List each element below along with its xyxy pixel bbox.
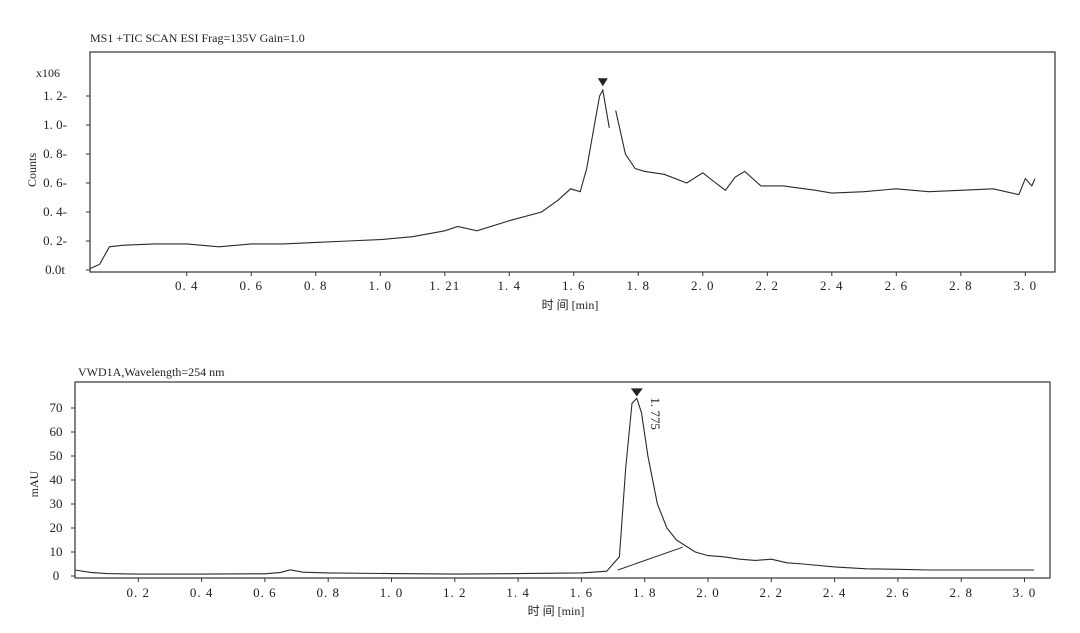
peak-marker-icon <box>597 78 608 87</box>
y-tick-label: 20 <box>50 520 63 535</box>
x-tick-label: 3. 0 <box>1013 585 1037 600</box>
x-tick-label: 2. 0 <box>691 278 715 293</box>
x-tick-label: 2. 4 <box>823 585 847 600</box>
y-tick-label: 0. 8- <box>43 146 67 161</box>
x-tick-label: 1. 6 <box>562 278 586 293</box>
x-tick-label: 2. 4 <box>820 278 844 293</box>
plot-frame <box>74 381 1051 579</box>
y-tick-label: 60 <box>50 424 63 439</box>
x-tick-label: 0. 2 <box>127 585 151 600</box>
integration-baseline <box>617 546 683 571</box>
y-tick-label: 0. 2- <box>43 233 67 248</box>
x-tick-label: 1. 21 <box>429 278 460 293</box>
x-tick-label: 1. 8 <box>627 278 651 293</box>
x-tick-label: 2. 6 <box>886 585 910 600</box>
y-tick-label: 50 <box>50 448 63 463</box>
x-tick-label: 2. 8 <box>949 585 973 600</box>
y-tick-label: 0. 6- <box>43 175 67 190</box>
x-tick-label: 1. 2 <box>443 585 467 600</box>
x-tick-label: 1. 0 <box>369 278 393 293</box>
chart-title: VWD1A,Wavelength=254 nm <box>78 365 225 379</box>
y-axis-label: mAU <box>27 470 41 497</box>
y-tick-label: 1. 2- <box>43 88 67 103</box>
plot-frame <box>89 51 1056 273</box>
chart-panel-1: MS1 +TIC SCAN ESI Frag=135V Gain=1.0 x106… <box>25 31 1056 312</box>
x-tick-label: 1. 4 <box>498 278 522 293</box>
signal-trace <box>615 110 1036 196</box>
y-tick-label: 0 <box>53 568 60 583</box>
x-axis-label: 时 间 [min] <box>528 604 585 618</box>
signal-trace <box>74 397 1034 575</box>
peak-retention-label: 1. 775 <box>648 397 663 430</box>
y-axis-label: Counts <box>25 153 39 187</box>
x-tick-label: 0. 6 <box>240 278 264 293</box>
peak-marker-icon <box>630 388 643 397</box>
y-tick-label: 40 <box>50 472 63 487</box>
y-tick-label: 10 <box>50 544 63 559</box>
x-tick-label: 0. 6 <box>253 585 277 600</box>
x-tick-label: 2. 2 <box>756 278 780 293</box>
x-tick-label: 1. 0 <box>380 585 404 600</box>
x-tick-label: 2. 6 <box>885 278 909 293</box>
x-tick-label: 0. 4 <box>175 278 199 293</box>
y-tick-label: 30 <box>50 496 63 511</box>
y-multiplier-label: x106 <box>36 66 60 80</box>
x-tick-label: 0. 8 <box>304 278 328 293</box>
x-tick-label: 1. 8 <box>633 585 657 600</box>
x-tick-label: 1. 6 <box>570 585 594 600</box>
x-tick-label: 2. 2 <box>760 585 784 600</box>
x-tick-label: 2. 0 <box>696 585 720 600</box>
y-tick-label: 1. 0- <box>43 117 67 132</box>
x-tick-label: 1. 4 <box>506 585 530 600</box>
chart-title: MS1 +TIC SCAN ESI Frag=135V Gain=1.0 <box>90 31 305 45</box>
y-tick-label: 0. 4- <box>43 204 67 219</box>
signal-trace <box>89 88 610 270</box>
y-tick-label: 70 <box>50 400 63 415</box>
x-tick-label: 0. 4 <box>190 585 214 600</box>
x-tick-label: 3. 0 <box>1014 278 1038 293</box>
x-tick-label: 0. 8 <box>316 585 340 600</box>
chart-panel-2: VWD1A,Wavelength=254 nm mAU 时 间 [min] 0. 2 0… <box>27 365 1051 618</box>
y-tick-label: 0.0t <box>45 262 65 277</box>
x-tick-label: 2. 8 <box>949 278 973 293</box>
x-axis-label: 时 间 [min] <box>542 298 599 312</box>
